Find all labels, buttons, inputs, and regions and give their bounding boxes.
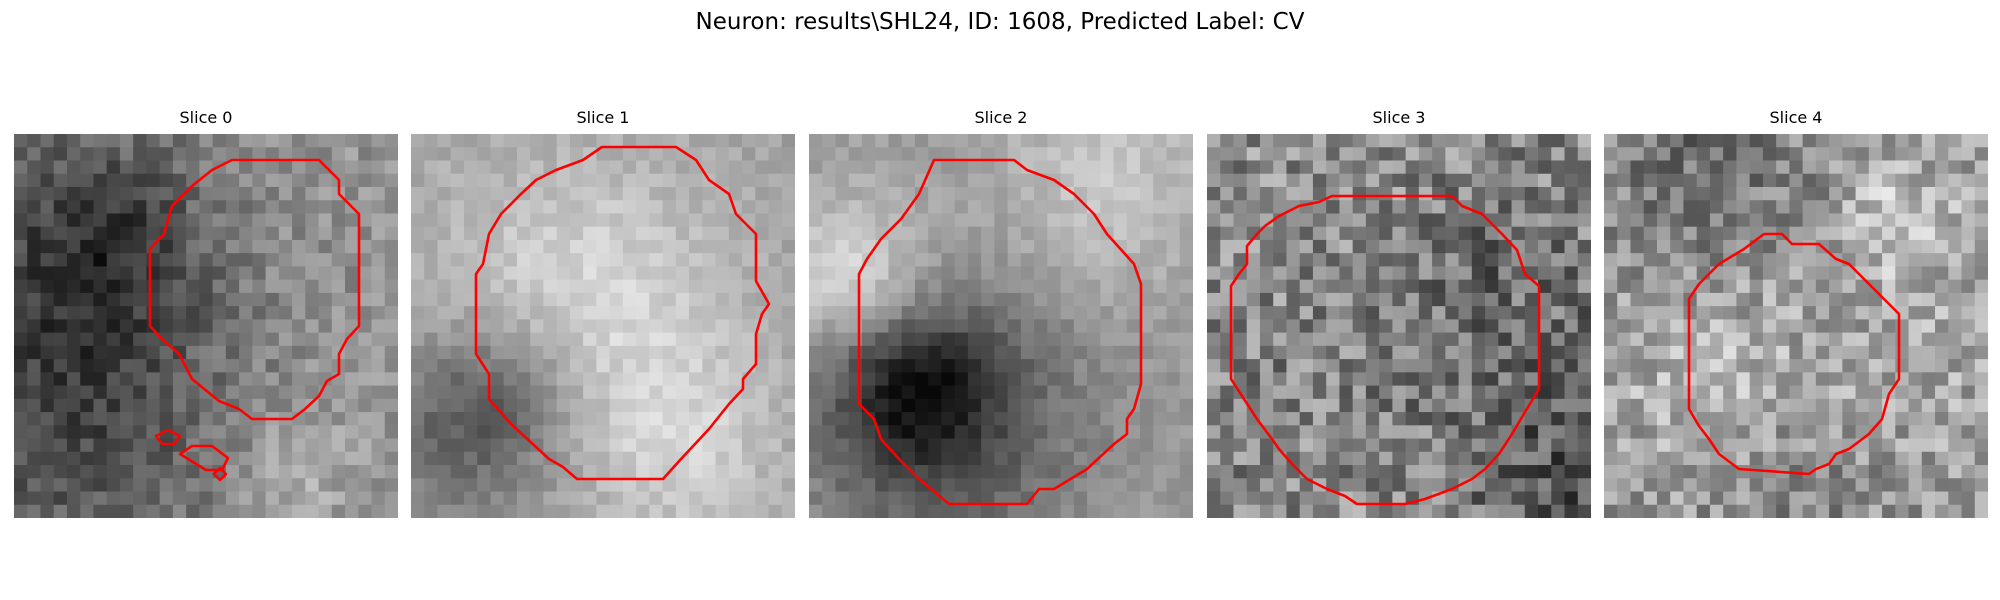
slice-image-0 xyxy=(14,134,398,518)
grayscale-pixels-2 xyxy=(809,134,1193,518)
contour-outline-1 xyxy=(474,145,771,481)
grayscale-pixels-1 xyxy=(411,134,795,518)
slice-image-3 xyxy=(1207,134,1591,518)
slice-title-2: Slice 2 xyxy=(974,108,1028,127)
slice-image-1 xyxy=(411,134,795,518)
slice-title-1: Slice 1 xyxy=(576,108,630,127)
slice-image-4 xyxy=(1604,134,1988,518)
slice-panel-1: Slice 1 xyxy=(411,108,795,518)
slice-panel-2: Slice 2 xyxy=(809,108,1193,518)
figure-title: Neuron: results\SHL24, ID: 1608, Predict… xyxy=(695,9,1305,35)
slice-title-3: Slice 3 xyxy=(1372,108,1426,127)
slice-panel-0: Slice 0 xyxy=(14,108,398,518)
slice-title-4: Slice 4 xyxy=(1769,108,1823,127)
contour-outline-2 xyxy=(857,158,1143,506)
grayscale-pixels-0 xyxy=(14,134,398,518)
slice-image-2 xyxy=(809,134,1193,518)
contour-blob-small-0 xyxy=(154,428,182,446)
contour-blob-tiny-0 xyxy=(212,466,228,482)
contour-outline-4 xyxy=(1687,232,1901,476)
slice-title-0: Slice 0 xyxy=(179,108,233,127)
grayscale-pixels-3 xyxy=(1207,134,1591,518)
contour-outline-0 xyxy=(148,158,361,421)
slice-panel-3: Slice 3 xyxy=(1207,108,1591,518)
contour-outline-3 xyxy=(1229,194,1541,506)
contour-blob-mid-0 xyxy=(178,444,230,472)
grayscale-pixels-4 xyxy=(1604,134,1988,518)
slice-panel-4: Slice 4 xyxy=(1604,108,1988,518)
